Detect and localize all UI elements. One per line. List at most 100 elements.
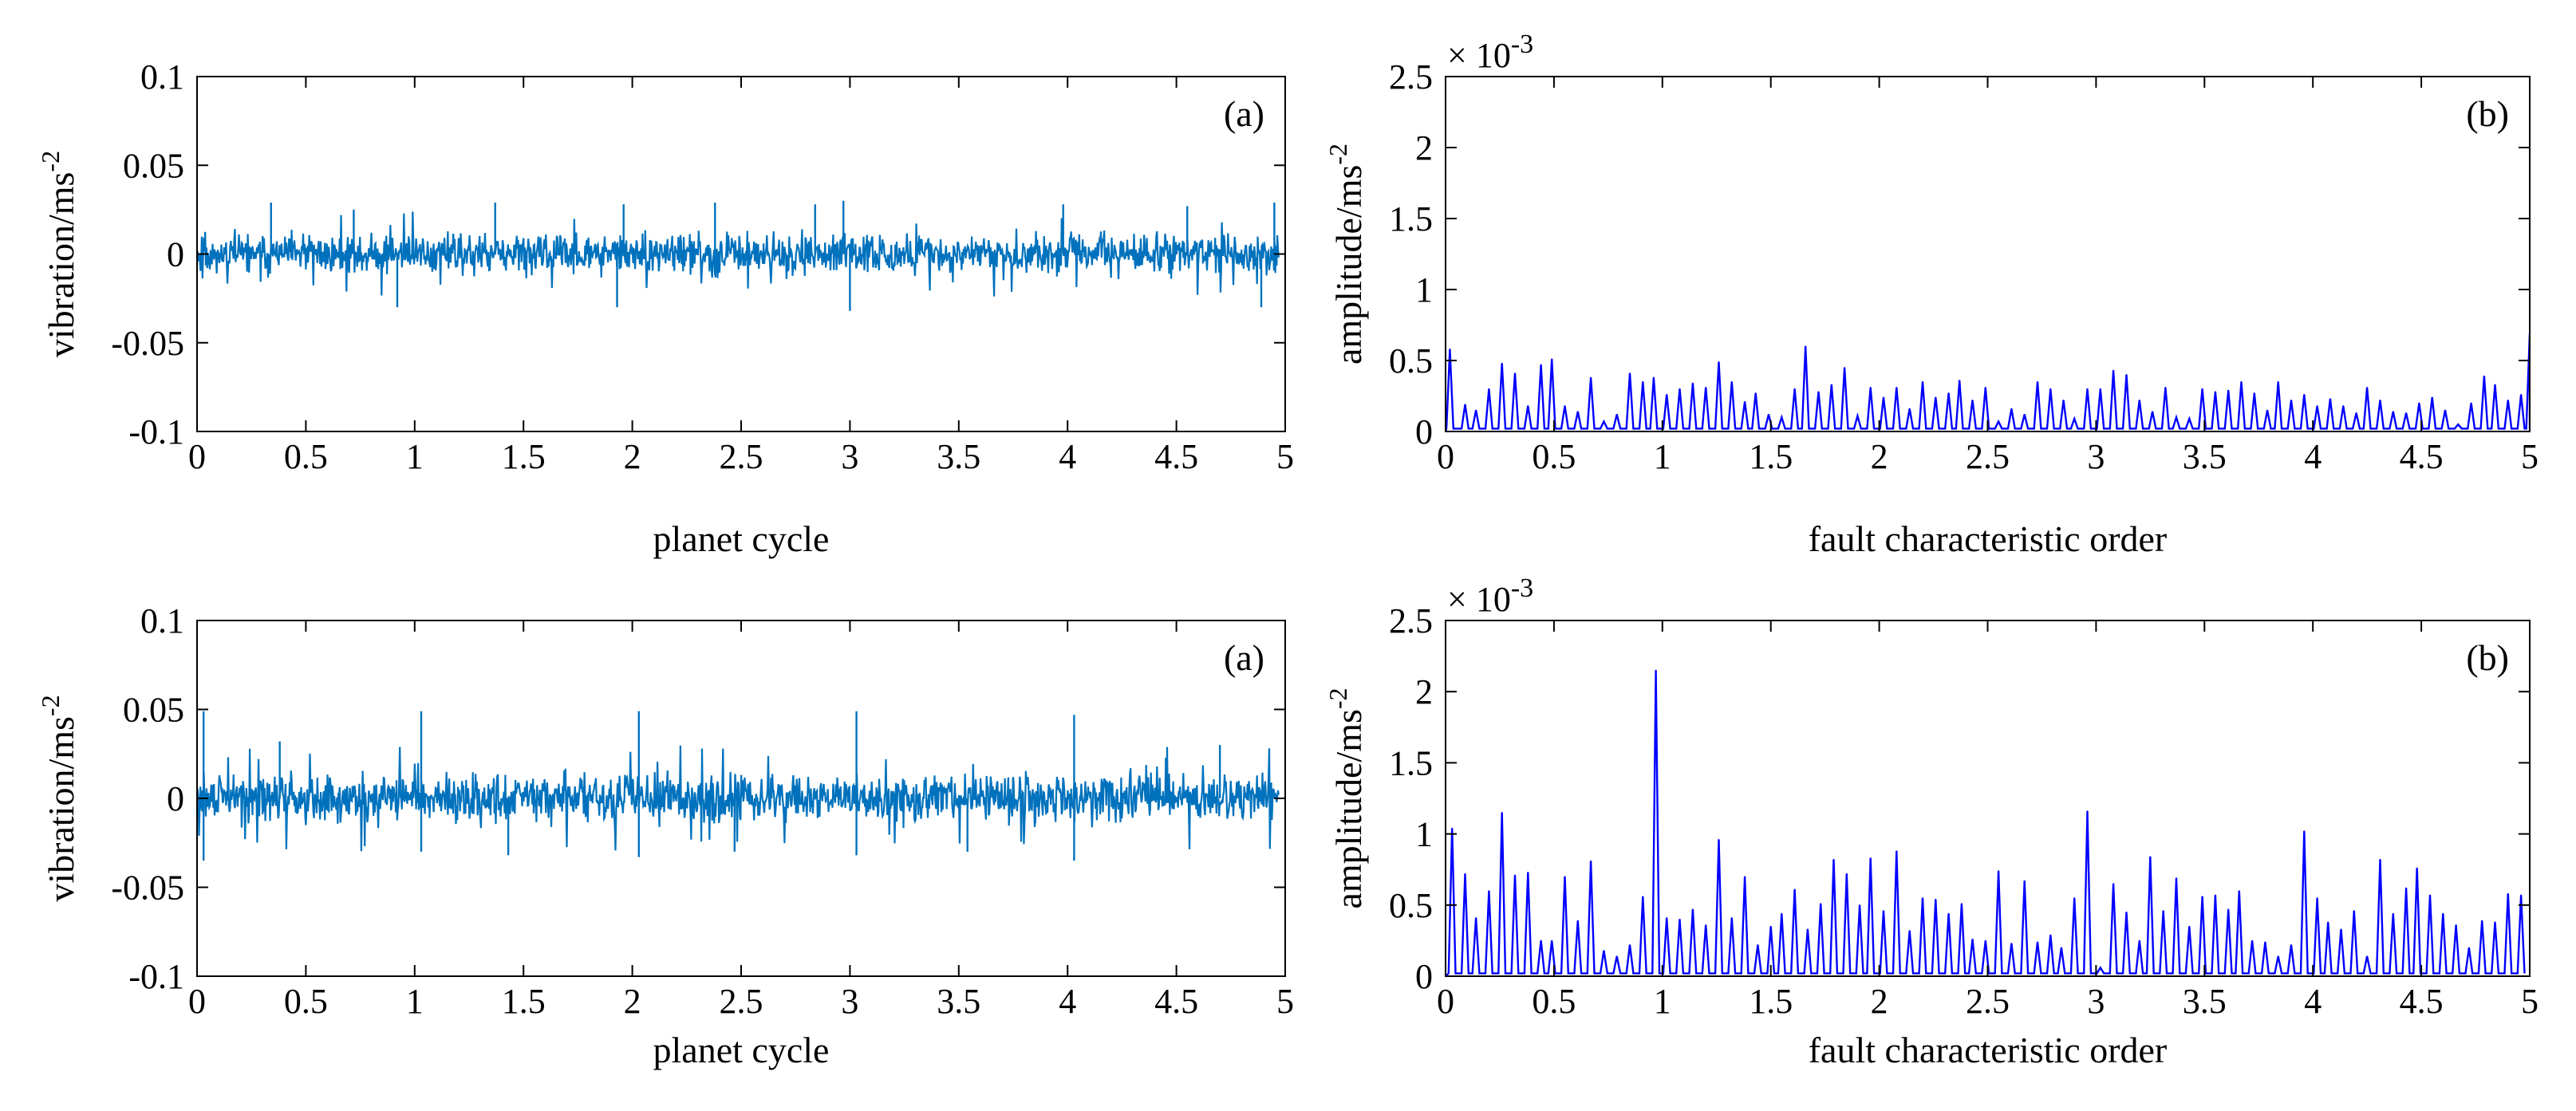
data-peak [2112, 883, 2114, 884]
data-peak [2329, 398, 2331, 400]
y-axis-label: vibration/ms-2 [36, 695, 81, 901]
data-peak [1564, 876, 1566, 877]
panel-label: (b) [2466, 93, 2509, 134]
data-peak [1959, 380, 1960, 381]
data-peak [2188, 925, 2191, 928]
x-tick-label: 3.5 [2183, 437, 2227, 476]
data-peak [1896, 850, 1898, 852]
data-peak [2100, 967, 2101, 969]
x-tick-label: 0 [1437, 982, 1454, 1021]
data-peak [1514, 874, 1516, 877]
data-peak [2355, 412, 2357, 414]
data-peak [1705, 387, 1706, 388]
data-peak [1527, 871, 1529, 873]
chart-bottom-right: 0 0.5 1 1.5 2 2.5 3 3.5 4 4.5 5 0 0.5 1 1.5 2 2.5 fault c… [1324, 573, 2539, 1070]
x-tick-label: 2.5 [1966, 982, 2010, 1021]
data-peak [2164, 387, 2167, 388]
data-peak [1564, 405, 1566, 407]
data-peak [1817, 391, 1820, 392]
data-peak [2366, 955, 2368, 957]
x-tick-label: 1 [406, 982, 424, 1021]
y-tick-label: 0.1 [140, 601, 184, 640]
data-peak [1615, 413, 1618, 416]
y-tick-label: 2 [1415, 672, 1433, 711]
exponent-label: × 10-3 [1447, 573, 1533, 619]
exponent-label-text: × 10 [1447, 36, 1511, 75]
data-peak [2520, 393, 2522, 396]
data-peak [1514, 372, 1516, 374]
data-peak [2379, 858, 2381, 861]
y-tick-label: 1.5 [1389, 743, 1433, 782]
x-tick-label: 5 [1276, 982, 1294, 1021]
x-tick-label: 5 [1276, 437, 1294, 476]
y-tick-label: 0.1 [140, 57, 184, 97]
data-peak [2392, 912, 2394, 915]
data-peak [2238, 890, 2240, 892]
data-peak [1451, 827, 1453, 829]
data-peak [2023, 413, 2026, 416]
data-peak [2138, 940, 2140, 942]
y-tick-label: 0.05 [123, 691, 184, 730]
data-peak [2227, 389, 2229, 392]
y-axis-label-sup: -2 [1324, 687, 1352, 709]
y-tick-label: 1 [1415, 815, 1433, 854]
y-tick-label: 1 [1415, 270, 1433, 309]
data-peak [1718, 360, 1720, 363]
data-peak [2037, 941, 2038, 943]
data-peak [1615, 955, 1618, 957]
data-peak [2418, 402, 2420, 404]
data-peak [1642, 896, 1644, 897]
data-peak [2266, 409, 2268, 412]
data-peak [2494, 384, 2496, 386]
data-peak [1576, 920, 1579, 922]
chart-top-left: 0 0.5 1 1.5 2 2.5 3 3.5 4 4.5 5 -0.1 -0.05 0 0.05 0.1 pl… [36, 57, 1294, 559]
data-peak [1896, 387, 1898, 388]
data-peak [1984, 387, 1986, 388]
data-peak [2342, 405, 2345, 407]
x-tick-label: 5 [2521, 982, 2539, 1021]
data-peak [1984, 940, 1986, 942]
x-tick-label: 0.5 [284, 437, 328, 476]
y-tick-label: 0 [167, 779, 184, 818]
x-tick-label: 2 [624, 437, 641, 476]
data-peak [2010, 943, 2013, 944]
y-axis-label: amplitude/ms-2 [1324, 687, 1369, 908]
data-peak [2431, 396, 2433, 399]
data-peak [2049, 934, 2052, 936]
data-peak [1883, 910, 1884, 912]
x-tick-label: 1 [1654, 437, 1671, 476]
data-peak [1832, 858, 1835, 861]
series-line [197, 745, 1280, 852]
x-tick-label: 0.5 [284, 982, 328, 1021]
data-peak [1642, 380, 1644, 383]
data-peak [1730, 380, 1733, 383]
data-peak [1666, 917, 1668, 919]
data-peak [2405, 887, 2407, 889]
data-peak [2125, 911, 2128, 913]
data-peak [1744, 400, 1746, 403]
y-tick-label: 0 [1415, 957, 1433, 996]
series-line [1446, 670, 2526, 976]
data-peak [1961, 903, 1963, 904]
x-tick-label: 4.5 [1154, 437, 1198, 476]
x-tick-label: 0 [188, 437, 206, 476]
y-tick-label: 0.5 [1389, 341, 1433, 380]
data-peak [2277, 380, 2279, 383]
data-peak [2481, 920, 2483, 922]
data-peak [2061, 947, 2062, 949]
data-peak [1501, 812, 1503, 814]
x-tick-label: 2.5 [1966, 437, 2010, 476]
x-tick-label: 1 [406, 437, 424, 476]
y-axis-label-text: amplitude/ms [1328, 709, 1369, 908]
data-peak [2303, 393, 2306, 396]
data-peak [1908, 930, 1911, 932]
data-peak [1501, 362, 1503, 364]
data-peak [1793, 888, 1796, 890]
data-peak [1629, 372, 1631, 374]
x-axis-label: planet cycle [653, 518, 830, 559]
chart-bottom-left: 0 0.5 1 1.5 2 2.5 3 3.5 4 4.5 5 -0.1 -0.05 0 0.05 0.1 pl… [36, 601, 1294, 1070]
x-axis-label: fault characteristic order [1809, 518, 2168, 559]
data-peak [1590, 376, 1592, 379]
data-peak [2429, 894, 2431, 896]
